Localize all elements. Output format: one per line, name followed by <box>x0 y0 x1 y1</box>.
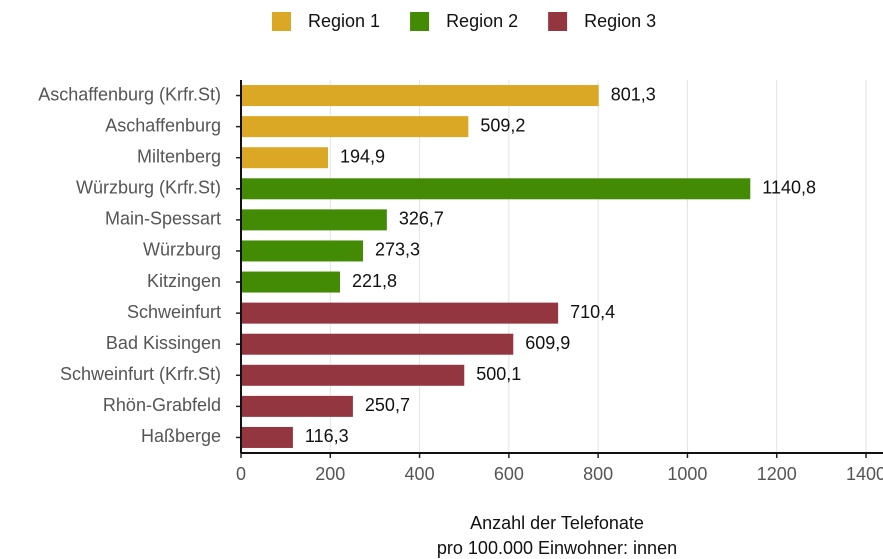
value-label: 273,3 <box>375 240 420 260</box>
bar <box>241 395 353 417</box>
y-tick-label: Miltenberg <box>137 146 221 166</box>
bar <box>241 302 559 324</box>
bar <box>241 178 751 200</box>
bar <box>241 333 514 355</box>
legend-label: Region 3 <box>584 11 656 31</box>
bar <box>241 271 341 293</box>
value-label: 250,7 <box>365 395 410 415</box>
x-tick-label: 600 <box>494 464 524 484</box>
x-tick-label: 1000 <box>667 464 707 484</box>
y-tick-label: Würzburg <box>143 240 221 260</box>
legend-label: Region 2 <box>446 11 518 31</box>
x-tick-label: 200 <box>315 464 345 484</box>
value-label: 221,8 <box>352 271 397 291</box>
value-label: 1140,8 <box>762 178 816 198</box>
bar <box>241 209 387 231</box>
y-tick-label: Kitzingen <box>147 271 221 291</box>
y-tick-label: Haßberge <box>141 426 221 446</box>
bar <box>241 364 465 386</box>
y-tick-label: Aschaffenburg (Krfr.St) <box>38 84 221 104</box>
value-label: 609,9 <box>525 333 570 353</box>
value-label: 801,3 <box>611 84 656 104</box>
bar <box>241 240 364 262</box>
y-tick-label: Main-Spessart <box>105 209 221 229</box>
y-tick-label: Schweinfurt <box>127 302 221 322</box>
x-axis-title: Anzahl der Telefonate <box>470 513 644 533</box>
x-tick-label: 1200 <box>757 464 797 484</box>
bar <box>241 116 469 138</box>
bar <box>241 85 599 107</box>
legend-swatch <box>410 12 430 31</box>
legend-label: Region 1 <box>308 11 380 31</box>
y-tick-label: Würzburg (Krfr.St) <box>76 178 221 198</box>
x-tick-label: 800 <box>583 464 613 484</box>
value-label: 116,3 <box>305 426 349 446</box>
bar <box>241 147 329 169</box>
x-tick-label: 400 <box>405 464 435 484</box>
y-tick-label: Aschaffenburg <box>105 115 221 135</box>
x-tick-label: 1400 <box>846 464 883 484</box>
y-tick-label: Rhön-Grabfeld <box>103 395 221 415</box>
value-label: 194,9 <box>340 146 385 166</box>
bar <box>241 426 293 448</box>
y-tick-label: Bad Kissingen <box>106 333 221 353</box>
legend-swatch <box>548 12 568 31</box>
x-axis-title: pro 100.000 Einwohner: innen <box>437 538 677 558</box>
x-tick-label: 0 <box>236 464 246 484</box>
y-tick-label: Schweinfurt (Krfr.St) <box>60 364 221 384</box>
value-label: 326,7 <box>399 209 444 229</box>
value-label: 509,2 <box>480 115 525 135</box>
value-label: 710,4 <box>570 302 615 322</box>
legend-swatch <box>272 12 291 31</box>
value-label: 500,1 <box>476 364 521 384</box>
